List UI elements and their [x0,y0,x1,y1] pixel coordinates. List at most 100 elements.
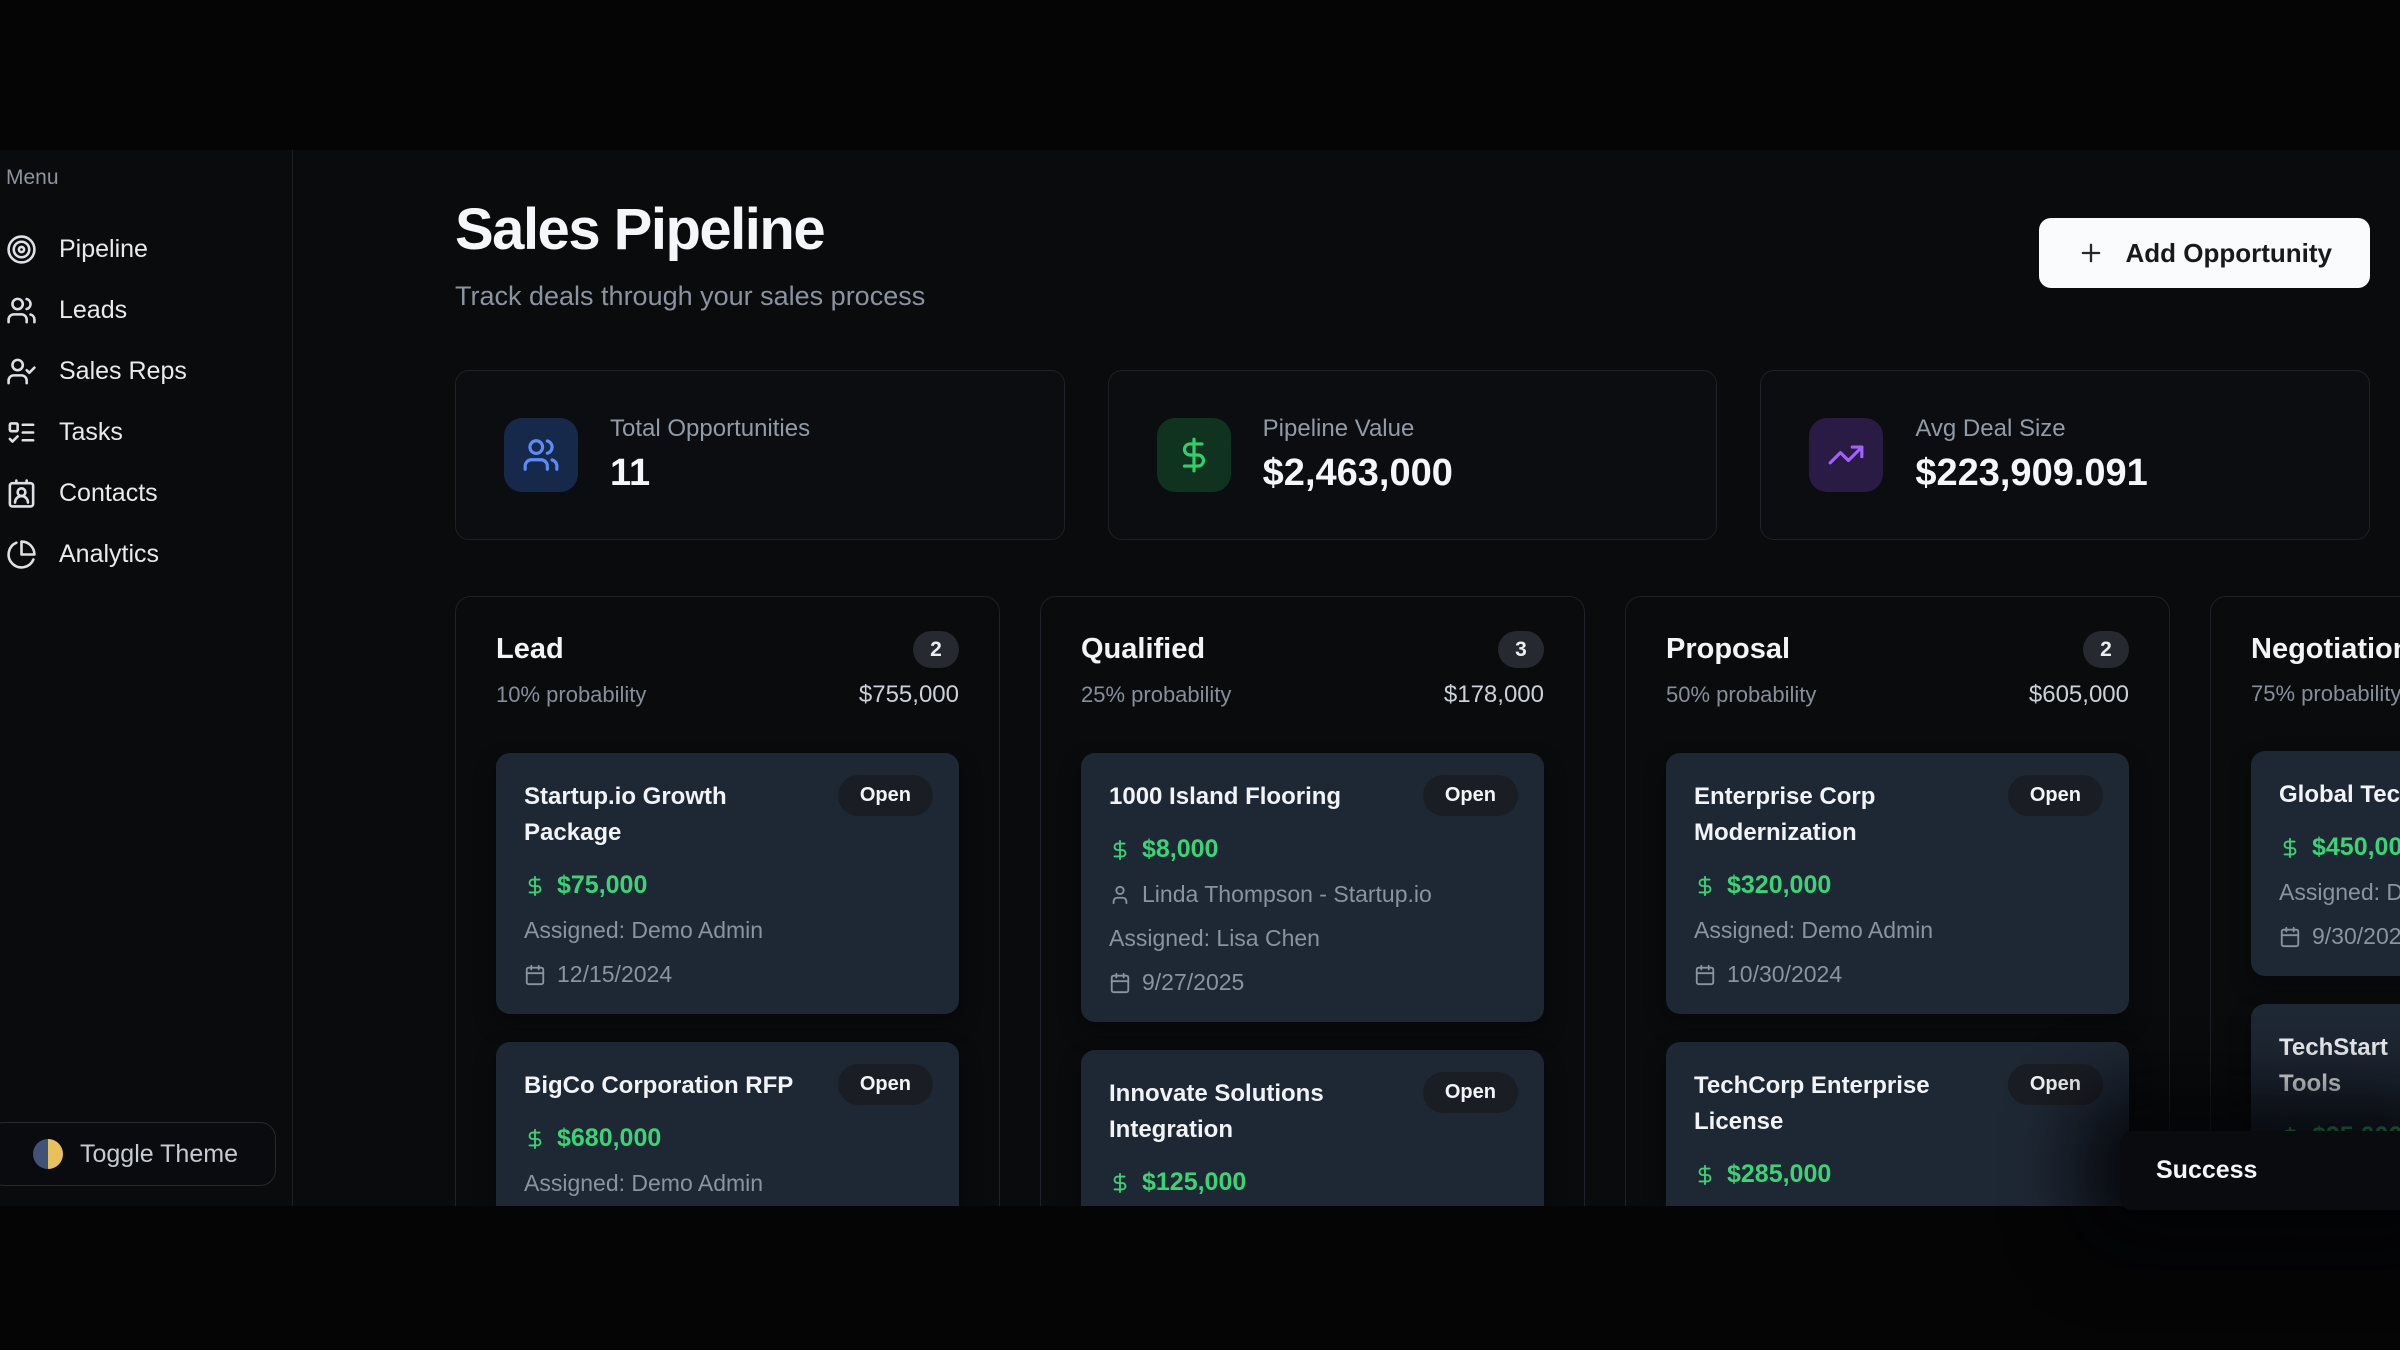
toggle-theme-button[interactable]: Toggle Theme [0,1122,276,1186]
sidebar-item-analytics[interactable]: Analytics [0,535,292,573]
status-badge: Open [837,1064,933,1105]
column-total: $755,000 [858,681,959,708]
page-subtitle: Track deals through your sales process [455,281,926,311]
pie-chart-icon [6,539,37,570]
card-title: BigCo Corporation RFP [524,1072,794,1099]
card-amount-row: $125,000 [1109,1168,1516,1197]
page-header: Sales Pipeline Track deals through your … [455,196,2370,312]
stats-row: Total Opportunities 11 Pipeline Value $2,46… [455,370,2371,540]
column-cards: Startup.io Growth Package Open $75,000 Assi… [496,753,959,1206]
user-icon [1109,884,1131,906]
column-probability: 50% probability [1666,682,1817,707]
sidebar-nav: Pipeline Leads Sales Reps Tasks Contacts Anal… [0,230,292,573]
card-amount: $125,000 [1142,1168,1247,1196]
card-assigned: Assigned: Lisa Chen [1109,925,1320,951]
sidebar: Menu Pipeline Leads Sales Reps Tasks Contact… [0,150,293,1206]
stat-value: $223,909.091 [1915,452,2148,494]
pipeline-column-proposal: Proposal 2 50% probability $605,000 Enterpri… [1625,596,2170,1206]
app-window: Menu Pipeline Leads Sales Reps Tasks Contact… [0,150,2400,1206]
stat-text: Total Opportunities 11 [610,415,810,495]
sidebar-item-sales-reps[interactable]: Sales Reps [0,352,292,390]
stat-value: $2,463,000 [1262,452,1453,494]
card-amount: $8,000 [1142,835,1219,863]
sidebar-item-tasks[interactable]: Tasks [0,413,292,451]
opportunity-card[interactable]: BigCo Corporation RFP Open $680,000 Assigne… [496,1042,959,1206]
card-amount: $450,000 [2312,833,2400,861]
trending-up-icon [1809,418,1884,492]
sidebar-item-pipeline[interactable]: Pipeline [0,230,292,268]
pipeline-column-lead: Lead 2 10% probability $755,000 Startup.io G… [455,596,1000,1206]
opportunity-card[interactable]: Innovate Solutions Integration Open $125,0… [1081,1050,1544,1206]
card-amount-row: $680,000 [524,1124,931,1153]
add-opportunity-button[interactable]: Add Opportunity [2039,218,2370,288]
card-date: 9/30/2024 [2312,923,2400,949]
add-opportunity-label: Add Opportunity [2125,237,2332,268]
stat-label: Pipeline Value [1262,415,1415,442]
plus-icon [2077,239,2105,267]
column-header: Proposal 2 [1666,631,2129,668]
toast-success: Success [2120,1131,2400,1210]
list-todo-icon [6,417,37,448]
card-title: Enterprise Corp Modernization [1694,783,1876,846]
opportunity-card[interactable]: Enterprise Corp Modernization Open $320,00… [1666,753,2129,1014]
card-assigned-row: Assigned: Lisa Chen [1109,925,1516,952]
calendar-icon [1109,972,1131,994]
sidebar-item-label: Sales Reps [59,356,187,385]
column-count-badge: 2 [913,631,959,668]
column-subheader: 75% probability [2251,681,2400,707]
dollar-icon [1156,418,1231,492]
sidebar-item-label: Pipeline [59,234,148,263]
sidebar-item-contacts[interactable]: Contacts [0,474,292,512]
dollar-icon [1109,839,1131,861]
calendar-icon [1694,964,1716,986]
column-probability: 75% probability [2251,681,2400,706]
card-title: TechCorp Enterprise License [1694,1072,1930,1135]
stat-text: Pipeline Value $2,463,000 [1263,415,1453,495]
card-date-row: 12/15/2024 [524,961,931,988]
column-subheader: 50% probability $605,000 [1666,681,2129,709]
card-date: 10/30/2024 [1727,961,1843,987]
card-amount-row: $450,000 [2279,833,2400,862]
card-amount-row: $320,000 [1694,871,2101,900]
sidebar-item-label: Tasks [59,417,123,446]
column-cards: 1000 Island Flooring Open $8,000 Linda Thom… [1081,753,1544,1206]
user-check-icon [6,356,37,387]
column-subheader: 10% probability $755,000 [496,681,959,709]
card-assigned-row: Assigned: Demo Admin [524,1170,931,1197]
dollar-icon [524,1128,546,1150]
dollar-icon [1109,1172,1131,1194]
opportunity-card[interactable]: 1000 Island Flooring Open $8,000 Linda Thom… [1081,753,1544,1022]
sidebar-item-label: Contacts [59,478,158,507]
dollar-icon [524,875,546,897]
dollar-icon [1694,1164,1716,1186]
users-icon [6,295,37,326]
card-amount: $75,000 [557,871,648,899]
card-title: TechStart Tools [2279,1034,2388,1097]
status-badge: Open [837,775,933,816]
sidebar-item-leads[interactable]: Leads [0,291,292,329]
card-amount-row: $285,000 [1694,1160,2101,1189]
card-date-row: 9/27/2025 [1109,969,1516,996]
card-amount: $285,000 [1727,1160,1832,1188]
card-assigned: Assigned: Demo Admin [2279,879,2400,905]
card-amount: $320,000 [1727,871,1832,899]
card-title: Startup.io Growth Package [524,783,727,846]
opportunity-card[interactable]: TechCorp Enterprise LicenseOpen$285,000A… [1666,1042,2129,1206]
card-amount-row: $8,000 [1109,835,1516,864]
column-subheader: 25% probability $178,000 [1081,681,1544,709]
opportunity-card[interactable]: Startup.io Growth Package Open $75,000 Assi… [496,753,959,1014]
status-badge: Open [1422,775,1518,816]
card-assigned: Assigned: Demo Admin [1694,917,1934,943]
stat-label: Avg Deal Size [1915,415,2066,442]
card-assigned-row: Assigned: Demo Admin [2279,879,2400,906]
column-title: Qualified [1081,633,1206,665]
main-content: Sales Pipeline Track deals through your … [294,150,2400,1206]
stat-text: Avg Deal Size $223,909.091 [1915,415,2147,495]
card-contact: Linda Thompson - Startup.io [1142,881,1432,907]
card-assigned-row: Assigned: Demo Admin [524,917,931,944]
contact-icon [6,478,37,509]
column-title: Proposal [1666,633,1791,665]
